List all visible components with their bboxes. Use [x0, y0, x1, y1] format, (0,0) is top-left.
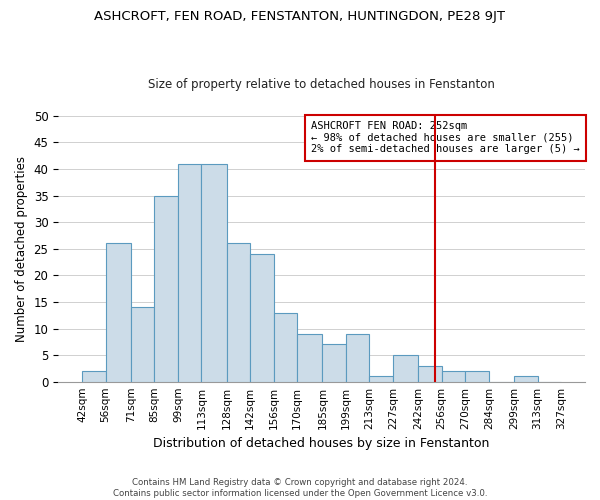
Bar — [131, 307, 154, 382]
Bar — [370, 376, 393, 382]
Bar — [514, 376, 538, 382]
Text: Contains HM Land Registry data © Crown copyright and database right 2024.
Contai: Contains HM Land Registry data © Crown c… — [113, 478, 487, 498]
Bar — [393, 355, 418, 382]
Bar — [346, 334, 370, 382]
Bar — [274, 312, 297, 382]
Text: ASHCROFT FEN ROAD: 252sqm
← 98% of detached houses are smaller (255)
2% of semi-: ASHCROFT FEN ROAD: 252sqm ← 98% of detac… — [311, 121, 580, 154]
Bar — [227, 244, 250, 382]
Bar — [82, 371, 106, 382]
X-axis label: Distribution of detached houses by size in Fenstanton: Distribution of detached houses by size … — [154, 437, 490, 450]
Bar — [250, 254, 274, 382]
Y-axis label: Number of detached properties: Number of detached properties — [15, 156, 28, 342]
Bar — [322, 344, 346, 382]
Bar — [442, 371, 465, 382]
Text: ASHCROFT, FEN ROAD, FENSTANTON, HUNTINGDON, PE28 9JT: ASHCROFT, FEN ROAD, FENSTANTON, HUNTINGD… — [95, 10, 505, 23]
Bar — [465, 371, 489, 382]
Bar — [154, 196, 178, 382]
Bar — [202, 164, 227, 382]
Bar — [178, 164, 202, 382]
Bar — [106, 244, 131, 382]
Bar — [297, 334, 322, 382]
Bar — [418, 366, 442, 382]
Title: Size of property relative to detached houses in Fenstanton: Size of property relative to detached ho… — [148, 78, 495, 91]
